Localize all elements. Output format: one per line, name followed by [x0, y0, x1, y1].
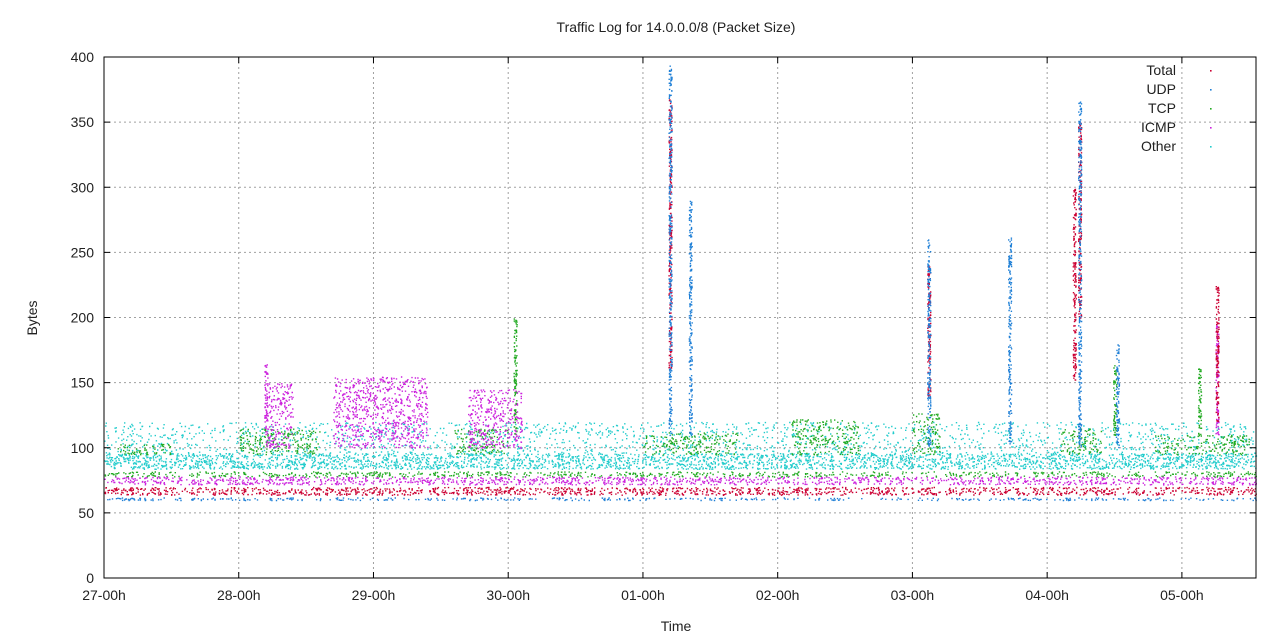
y-tick-label: 350: [71, 114, 95, 130]
spike: [1215, 325, 1220, 436]
legend-label-total: Total: [1146, 62, 1176, 78]
x-tick-label: 03-00h: [891, 587, 935, 603]
spike: [1113, 365, 1118, 436]
legend-label-tcp: TCP: [1148, 100, 1176, 116]
point-cloud: [912, 413, 941, 455]
y-tick-label: 50: [78, 505, 94, 521]
y-tick-label: 300: [71, 179, 95, 195]
spike: [1197, 368, 1203, 436]
legend-swatch-tcp: [1210, 108, 1212, 110]
spike: [688, 200, 693, 436]
grid: [104, 57, 1256, 578]
series-other: [104, 421, 1258, 470]
series-udp: [107, 65, 1257, 502]
series-total: [104, 99, 1257, 496]
spike: [927, 266, 932, 397]
point-cloud: [1060, 428, 1103, 455]
legend-swatch-udp: [1210, 89, 1212, 91]
x-tick-label: 30-00h: [486, 587, 530, 603]
y-tick-label: 100: [71, 440, 95, 456]
x-tick-label: 05-00h: [1160, 587, 1204, 603]
y-tick-label: 0: [86, 570, 94, 586]
chart-title: Traffic Log for 14.0.0.0/8 (Packet Size): [557, 19, 796, 35]
point-cloud: [104, 476, 1257, 486]
axes: 0 50 100 150 200 250 300 350 400 27-00h 28-00h 29-0…: [71, 49, 1257, 603]
spike: [927, 239, 932, 447]
y-axis-label: Bytes: [24, 300, 40, 335]
spike: [264, 364, 269, 436]
y-tick-label: 250: [71, 244, 95, 260]
x-tick-label: 28-00h: [217, 587, 261, 603]
point-cloud: [104, 471, 1257, 478]
x-tick-label: 02-00h: [756, 587, 800, 603]
point-cloud: [467, 389, 523, 450]
legend-swatch-other: [1210, 146, 1212, 148]
x-tick-label: 27-00h: [82, 587, 126, 603]
point-cloud: [104, 421, 1257, 455]
point-cloud: [791, 419, 860, 456]
legend-label-udp: UDP: [1146, 81, 1176, 97]
x-tick-label: 01-00h: [621, 587, 665, 603]
x-tick-label: 04-00h: [1025, 587, 1069, 603]
legend-label-other: Other: [1141, 138, 1176, 154]
series-icmp: [104, 325, 1257, 486]
spike: [1215, 286, 1220, 422]
y-tick-label: 150: [71, 375, 95, 391]
spike: [1078, 101, 1083, 448]
spike: [1008, 237, 1013, 445]
spike: [1115, 344, 1121, 449]
spike: [1072, 188, 1077, 381]
point-cloud: [104, 453, 1258, 470]
point-cloud: [104, 486, 1257, 496]
point-cloud: [643, 432, 739, 456]
point-cloud: [107, 497, 1257, 502]
y-tick-label: 400: [71, 49, 95, 65]
plot-data: [104, 65, 1258, 502]
point-cloud: [1155, 434, 1250, 456]
plot-frame: [103, 56, 1257, 579]
legend: Total UDP TCP ICMP Other: [1141, 62, 1212, 154]
spike: [513, 318, 518, 436]
legend-label-icmp: ICMP: [1141, 119, 1176, 135]
point-cloud: [265, 383, 294, 449]
legend-swatch-total: [1210, 70, 1212, 72]
spike: [668, 65, 673, 437]
point-cloud: [117, 443, 172, 456]
x-axis-label: Time: [661, 618, 692, 634]
y-tick-label: 200: [71, 310, 95, 326]
point-cloud: [239, 428, 321, 456]
point-cloud: [333, 376, 429, 450]
legend-swatch-icmp: [1210, 127, 1212, 129]
x-tick-label: 29-00h: [352, 587, 396, 603]
